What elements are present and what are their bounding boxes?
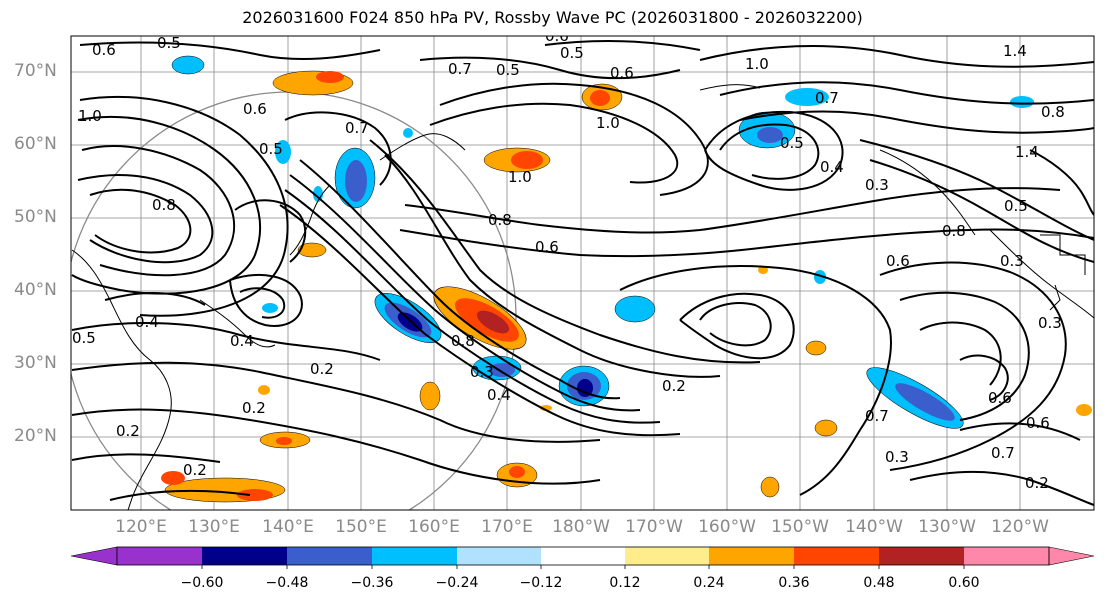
colorbar-outline	[116, 546, 1050, 566]
contour-label: 0.6	[886, 252, 910, 270]
lon-label: 160°W	[698, 517, 756, 537]
contour-label: 0.5	[157, 34, 181, 52]
lat-label: 50°N	[14, 207, 57, 227]
colorbar-swatch	[457, 547, 541, 565]
contour-label: 0.3	[865, 176, 889, 194]
contour-label: 0.4	[487, 386, 511, 404]
contour-label: 0.6	[988, 389, 1012, 407]
contour-label: 0.7	[815, 89, 839, 107]
contour-label: 0.8	[942, 222, 966, 240]
contour-label: 0.3	[1000, 252, 1024, 270]
contour-label: 1.0	[596, 114, 620, 132]
shaded-anomalies	[161, 55, 1092, 503]
contour-label: 1.0	[745, 55, 769, 73]
contour-label: 0.3	[1038, 314, 1062, 332]
lat-label: 30°N	[14, 353, 57, 373]
colorbar-swatch	[794, 547, 879, 565]
contour-label: 0.6	[535, 238, 559, 256]
colorbar-tick-label: 0.36	[778, 575, 810, 591]
lon-label: 120°E	[115, 517, 167, 537]
colorbar-tick-label: −0.24	[435, 575, 479, 591]
lon-label: 160°E	[408, 517, 460, 537]
contour-label: 0.6	[243, 100, 267, 118]
contour-label: 0.5	[1004, 197, 1028, 215]
colorbar-tick-label: −0.60	[180, 575, 224, 591]
lon-label: 150°W	[771, 517, 829, 537]
contour-label: 0.2	[242, 399, 266, 417]
contour-label: 1.4	[1015, 143, 1039, 161]
contour-label: 0.2	[116, 422, 140, 440]
contour-label: 0.8	[1041, 103, 1065, 121]
contour-label: 0.6	[545, 27, 569, 45]
colorbar-tick-label: 0.60	[948, 575, 980, 591]
lon-label: 140°E	[262, 517, 314, 537]
colorbar-swatch	[964, 547, 1049, 565]
lat-label: 60°N	[14, 134, 57, 154]
colorbar-extend-high	[1048, 546, 1095, 566]
map-frame	[70, 35, 1095, 511]
colorbar-tick-label: 0.12	[609, 575, 641, 591]
colorbar	[70, 546, 1095, 569]
chart-title: 2026031600 F024 850 hPa PV, Rossby Wave …	[242, 8, 863, 27]
colorbar-tick-label: 0.48	[863, 575, 895, 591]
contour-label: 0.7	[865, 407, 889, 425]
contour-label: 0.2	[1025, 474, 1049, 492]
lat-label: 40°N	[14, 280, 57, 300]
colorbar-swatch	[117, 547, 202, 565]
contour-label: 0.3	[885, 448, 909, 466]
colorbar-extend-low	[70, 546, 118, 566]
contour-labels: 0.6 0.5 0.6 0.5 0.7 0.5 0.6 1.0 1.4 0.7 …	[72, 27, 1065, 492]
lon-label: 170°W	[625, 517, 683, 537]
contour-label: 0.7	[448, 60, 472, 78]
contour-label: 1.0	[508, 168, 532, 186]
colorbar-tick-label: 0.24	[693, 575, 725, 591]
contour-label: 0.7	[345, 119, 369, 137]
lat-label: 20°N	[14, 426, 57, 446]
lon-label: 180°W	[552, 517, 610, 537]
lat-label: 70°N	[14, 61, 57, 81]
colorbar-swatch	[202, 547, 287, 565]
contour-label: 0.5	[72, 329, 96, 347]
contour-label: 0.2	[662, 377, 686, 395]
contour-label: 1.0	[78, 107, 102, 125]
colorbar-swatch	[709, 547, 794, 565]
contour-label: 0.5	[496, 61, 520, 79]
lon-label: 130°E	[188, 517, 240, 537]
colorbar-swatch	[372, 547, 457, 565]
contour-label: 0.5	[780, 134, 804, 152]
contour-label: 0.8	[451, 332, 475, 350]
colorbar-tick-label: −0.12	[519, 575, 563, 591]
colorbar-swatch	[541, 547, 625, 565]
contour-label: 0.6	[610, 64, 634, 82]
contour-label: 1.4	[1003, 42, 1027, 60]
lon-label: 170°E	[481, 517, 533, 537]
coastlines	[71, 84, 1094, 510]
contour-label: 0.4	[135, 313, 159, 331]
colorbar-tick-label: −0.48	[265, 575, 309, 591]
contour-label: 0.8	[152, 196, 176, 214]
colorbar-swatch	[625, 547, 709, 565]
contour-label: 0.3	[470, 363, 494, 381]
contour-label: 0.6	[1026, 414, 1050, 432]
lon-label: 130°W	[918, 517, 976, 537]
lon-label: 140°W	[845, 517, 903, 537]
colorbar-swatch	[879, 547, 964, 565]
colorbar-tick-label: −0.36	[350, 575, 394, 591]
contour-label: 0.4	[820, 158, 844, 176]
contour-label: 0.4	[230, 332, 254, 350]
contour-label: 0.7	[991, 444, 1015, 462]
contour-label: 0.5	[560, 44, 584, 62]
contour-label: 0.2	[310, 360, 334, 378]
map-plot-area: 0.6 0.5 0.6 0.5 0.7 0.5 0.6 1.0 1.4 0.7 …	[70, 27, 1095, 511]
colorbar-swatch	[287, 547, 372, 565]
contour-label: 0.5	[259, 140, 283, 158]
contour-label: 0.2	[183, 461, 207, 479]
lon-label: 120°W	[991, 517, 1049, 537]
lon-label: 150°E	[335, 517, 387, 537]
contour-label: 0.8	[488, 211, 512, 229]
contour-label: 0.6	[92, 41, 116, 59]
